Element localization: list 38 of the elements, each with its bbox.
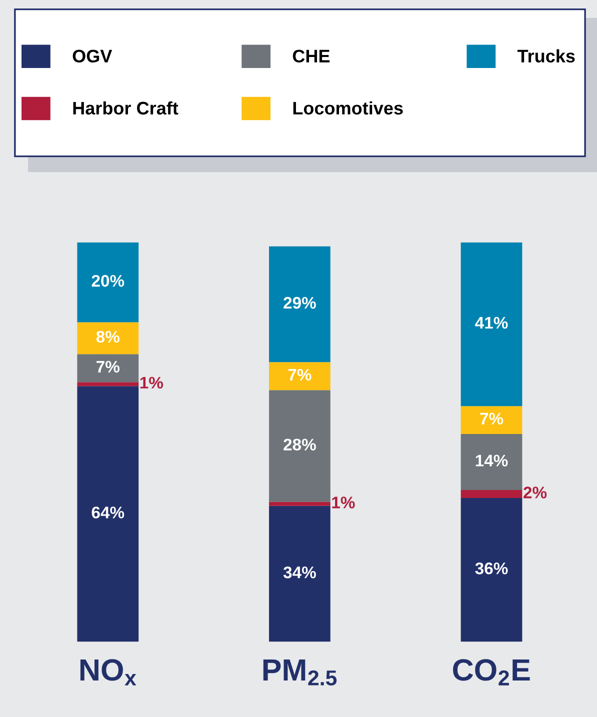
bar	[77, 354, 139, 382]
data-label: 64%	[92, 506, 124, 518]
bar	[269, 362, 330, 390]
legend-label: OGV	[72, 50, 112, 62]
data-label: 2%	[524, 486, 547, 498]
bar	[460, 242, 522, 406]
bar	[269, 506, 330, 642]
bar	[460, 434, 522, 490]
x-tick-label: NO$_{x}$	[80, 659, 136, 686]
bar	[460, 406, 522, 434]
data-label: 8%	[96, 330, 120, 343]
data-label: 7%	[288, 368, 312, 381]
bar	[460, 498, 522, 642]
data-label: 20%	[92, 274, 124, 287]
bar	[77, 382, 139, 386]
data-label: 7%	[96, 360, 120, 373]
x-tick-label: PM$_{2.5}$	[263, 659, 337, 686]
data-label: 1%	[140, 376, 163, 389]
bar	[77, 386, 139, 642]
bar	[269, 246, 330, 362]
bar	[460, 490, 522, 498]
data-label: 1%	[332, 496, 355, 508]
data-label: 36%	[475, 562, 508, 574]
bar	[77, 322, 139, 354]
x-tick-label: CO$_{2}$E	[453, 659, 530, 686]
bar	[269, 502, 330, 506]
data-label: 29%	[284, 296, 316, 309]
legend-label: CHE	[292, 50, 330, 62]
data-label: 41%	[475, 316, 508, 329]
data-label: 28%	[284, 438, 316, 450]
legend-label: Locomotives	[293, 101, 403, 115]
data-label: 14%	[476, 454, 508, 466]
legend-label: Trucks	[517, 49, 575, 62]
data-label: 7%	[480, 412, 504, 425]
bar	[77, 242, 139, 322]
legend-label: Harbor Craft	[73, 101, 178, 115]
data-label: 34%	[283, 566, 316, 578]
bar	[269, 390, 330, 502]
